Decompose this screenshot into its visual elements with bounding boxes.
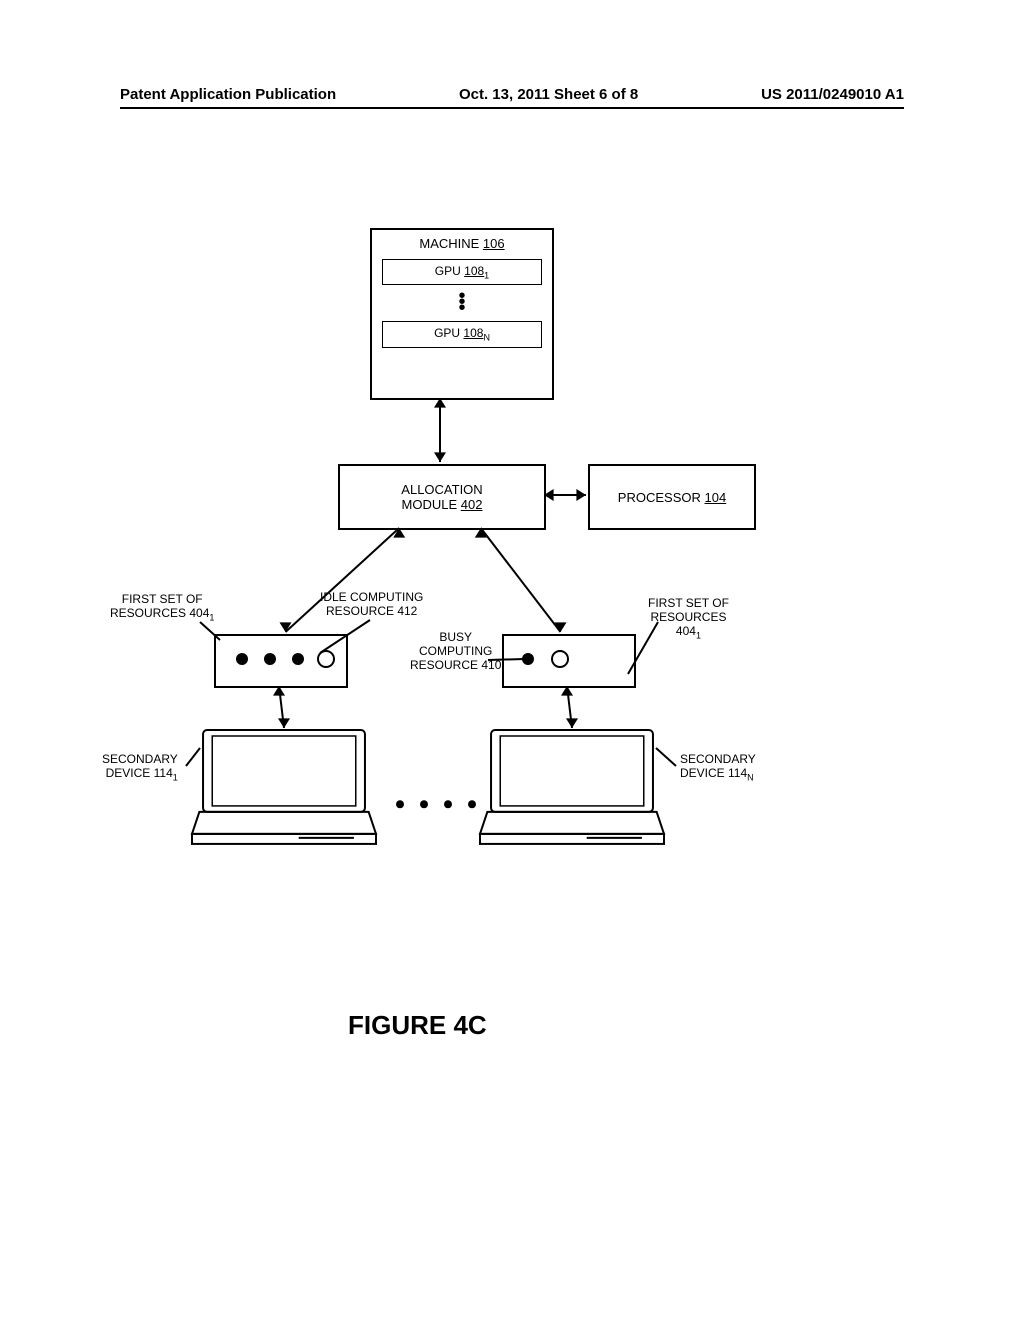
secondary-left-label: SECONDARY DEVICE 1141 xyxy=(102,752,178,782)
secondary-right-label: SECONDARY DEVICE 114N xyxy=(680,752,756,782)
page-header: Patent Application Publication Oct. 13, … xyxy=(120,86,904,109)
vertical-ellipsis-icon: ••• xyxy=(372,293,552,311)
processor-label: PROCESSOR 104 xyxy=(618,490,726,505)
gpu-n-box: GPU 108N xyxy=(382,321,542,347)
machine-title: MACHINE 106 xyxy=(372,230,552,251)
header-right: US 2011/0249010 A1 xyxy=(761,86,904,103)
resources-box-right xyxy=(502,634,636,688)
allocation-module-label: ALLOCATION MODULE 402 xyxy=(401,482,482,512)
header-left: Patent Application Publication xyxy=(120,86,336,103)
machine-box: MACHINE 106 GPU 1081 ••• GPU 108N xyxy=(370,228,554,400)
page: Patent Application Publication Oct. 13, … xyxy=(0,0,1024,1320)
processor-box: PROCESSOR 104 xyxy=(588,464,756,530)
first-set-left-label: FIRST SET OF RESOURCES 4041 xyxy=(110,592,214,622)
busy-label: BUSY COMPUTING RESOURCE 410 xyxy=(410,630,501,672)
figure-title: FIGURE 4C xyxy=(348,1010,487,1041)
gpu-1-box: GPU 1081 xyxy=(382,259,542,285)
resources-box-left xyxy=(214,634,348,688)
header-mid: Oct. 13, 2011 Sheet 6 of 8 xyxy=(459,86,638,103)
allocation-module-box: ALLOCATION MODULE 402 xyxy=(338,464,546,530)
idle-label: IDLE COMPUTING RESOURCE 412 xyxy=(320,590,423,618)
first-set-right-label: FIRST SET OF RESOURCES 4041 xyxy=(648,596,729,640)
